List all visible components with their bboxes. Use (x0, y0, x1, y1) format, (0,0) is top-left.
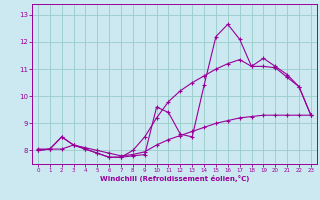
X-axis label: Windchill (Refroidissement éolien,°C): Windchill (Refroidissement éolien,°C) (100, 175, 249, 182)
